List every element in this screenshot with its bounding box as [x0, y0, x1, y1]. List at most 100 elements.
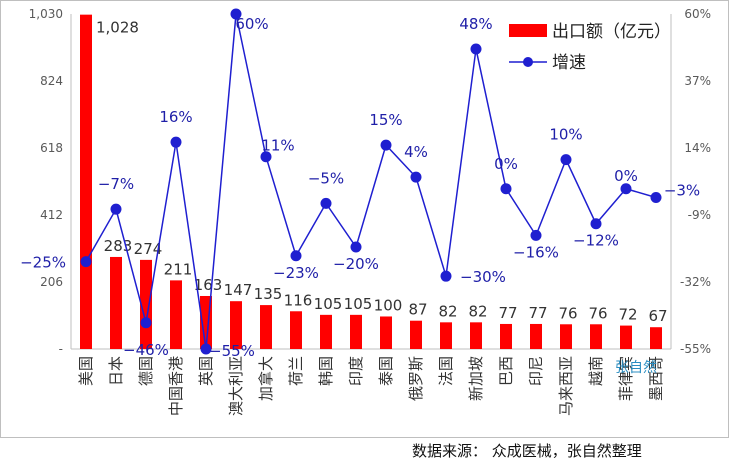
bar	[620, 325, 632, 349]
bar	[350, 314, 362, 349]
bar-data-label: 82	[468, 302, 487, 320]
left-tick-label: 618	[40, 141, 63, 155]
right-tick-label: -9%	[688, 208, 711, 222]
right-tick-label: 14%	[684, 141, 711, 155]
line-data-label: 0%	[614, 167, 638, 185]
category-label: 德国	[137, 356, 155, 386]
legend-bar-swatch	[509, 24, 547, 37]
bar-data-label: 147	[224, 281, 253, 299]
legend-line-marker	[523, 57, 533, 67]
line-series-growth	[80, 8, 662, 355]
line-data-label: −5%	[308, 169, 344, 187]
category-label: 泰国	[377, 356, 395, 386]
category-label: 加拿大	[257, 356, 275, 401]
bar	[260, 305, 272, 349]
legend-line-label: 增速	[552, 53, 586, 73]
left-tick-label: 824	[40, 74, 63, 88]
bar	[380, 316, 392, 349]
growth-line	[85, 13, 657, 350]
line-point	[470, 43, 482, 55]
bar-data-label: 77	[498, 304, 517, 322]
bar	[470, 322, 482, 349]
bar	[320, 314, 332, 349]
bar	[650, 327, 662, 349]
left-tick-label: 1,030	[29, 7, 63, 21]
right-axis-ticks: -55% -32% -9% 14% 37% 60%	[680, 7, 711, 356]
line-point	[260, 151, 272, 163]
line-data-label: 4%	[404, 143, 428, 161]
source-note: 数据来源： 众成医械，张自然整理	[412, 442, 642, 460]
category-label: 日本	[107, 356, 125, 386]
bar	[530, 323, 542, 349]
bar	[410, 320, 422, 349]
watermark: 张自然	[615, 359, 657, 376]
line-data-label: 11%	[261, 137, 294, 155]
category-label: 荷兰	[287, 356, 305, 386]
line-data-label: −55%	[209, 342, 255, 360]
category-label: 巴西	[497, 356, 515, 386]
bar	[80, 14, 92, 350]
category-label: 中国香港	[167, 356, 185, 416]
line-data-label: −16%	[513, 243, 559, 261]
line-data-label: 48%	[459, 15, 492, 33]
category-label: 俄罗斯	[407, 356, 425, 401]
bar	[440, 322, 452, 349]
bar-data-label: 77	[528, 304, 547, 322]
bar-data-label: 116	[284, 291, 313, 309]
line-point	[530, 229, 542, 241]
left-tick-label: 206	[40, 275, 63, 289]
line-data-label: 0%	[494, 155, 518, 173]
line-point	[590, 218, 602, 230]
bar-data-label: 274	[134, 240, 163, 258]
line-data-label: 15%	[369, 111, 402, 129]
line-point	[440, 270, 452, 282]
bar	[110, 256, 122, 349]
category-label: 新加坡	[467, 356, 485, 401]
bar	[590, 324, 602, 349]
bar-data-label: 72	[618, 306, 637, 324]
category-label: 墨西哥	[647, 356, 665, 401]
line-data-label: −7%	[98, 175, 134, 193]
line-point	[170, 136, 182, 148]
right-tick-label: 37%	[684, 74, 711, 88]
line-data-label: −20%	[333, 255, 379, 273]
right-tick-label: -32%	[680, 275, 711, 289]
line-point	[380, 139, 392, 151]
line-point	[320, 197, 332, 209]
bar-data-label: 100	[374, 296, 403, 314]
line-data-label: −30%	[460, 268, 506, 286]
category-label: 菲律宾	[617, 356, 635, 401]
bar	[290, 311, 302, 349]
line-point	[110, 203, 122, 215]
category-label: 越南	[587, 356, 605, 386]
category-label: 印尼	[527, 356, 545, 386]
line-data-label: −46%	[123, 341, 169, 359]
bar-data-label: 1,028	[96, 19, 139, 37]
line-data-label: −3%	[664, 182, 700, 200]
line-point	[500, 183, 512, 195]
line-data-label: 16%	[159, 108, 192, 126]
category-label: 韩国	[317, 356, 335, 386]
line-point	[140, 317, 152, 329]
category-label: 印度	[347, 356, 365, 386]
line-point	[350, 241, 362, 253]
category-label: 法国	[437, 356, 455, 386]
bar-data-label: 135	[254, 285, 283, 303]
right-tick-label: -55%	[680, 342, 711, 356]
line-data-label: −25%	[20, 254, 66, 272]
line-point	[290, 250, 302, 262]
line-point	[410, 171, 422, 183]
category-label: 英国	[197, 356, 215, 386]
bar-data-label: 82	[438, 302, 457, 320]
line-data-label: −23%	[273, 264, 319, 282]
line-data-label: −12%	[573, 232, 619, 250]
category-label: 马来西亚	[557, 356, 575, 416]
bar-data-label: 105	[314, 295, 343, 313]
bar-data-label: 76	[588, 304, 607, 322]
bar	[170, 280, 182, 349]
bar-data-label: 76	[558, 304, 577, 322]
bar-data-label: 163	[194, 276, 223, 294]
line-point	[80, 256, 92, 268]
bar-data-label: 87	[408, 301, 427, 319]
